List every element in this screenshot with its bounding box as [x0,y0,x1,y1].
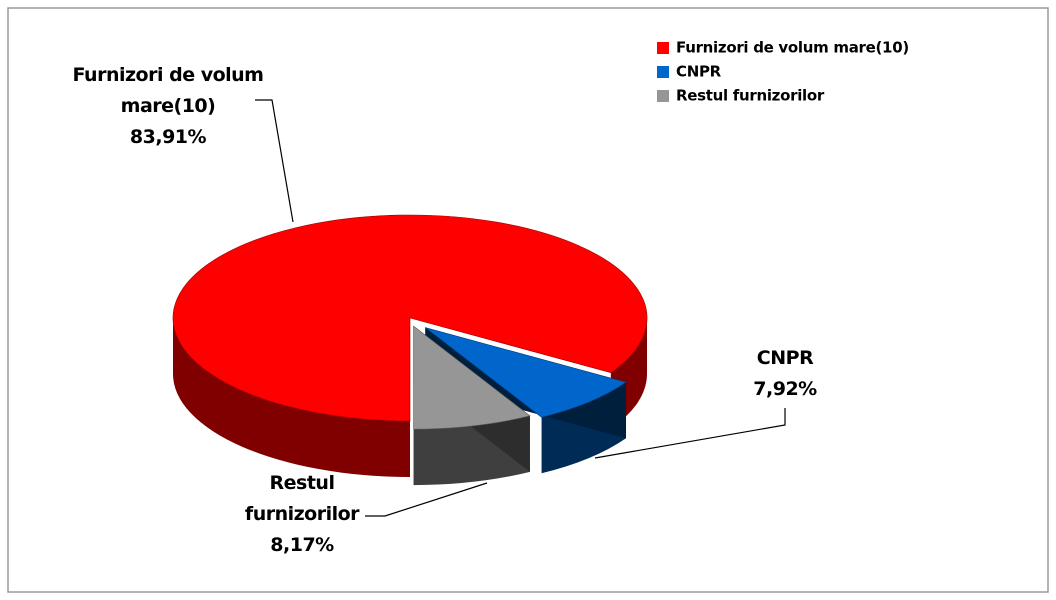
legend-label: CNPR [676,63,722,81]
data-label: Restul furnizorilor 8,17% [222,468,382,561]
label-category: CNPR [756,347,814,369]
legend-swatch [657,42,669,54]
data-label: CNPR 7,92% [700,343,870,405]
label-value: 8,17% [270,534,334,556]
label-category: Restul furnizorilor [244,472,360,525]
legend: Furnizori de volum mare(10) CNPR Restul fu… [657,39,909,105]
leader-line [594,408,786,459]
pie [172,214,648,486]
legend-label: Restul furnizorilor [676,87,825,105]
slice [425,327,627,418]
slice [172,214,648,422]
leader-line [365,482,488,517]
leader-line [255,99,294,223]
label-value: 83,91% [129,126,207,148]
legend-swatch [657,90,669,102]
slice-side [173,318,410,477]
label-category: Furnizori de volum mare(10) [72,64,264,117]
data-label: Furnizori de volum mare(10) 83,91% [68,60,268,153]
label-value: 7,92% [753,378,817,400]
legend-swatch [657,66,669,78]
legend-label: Furnizori de volum mare(10) [676,39,909,57]
slice [413,325,531,430]
